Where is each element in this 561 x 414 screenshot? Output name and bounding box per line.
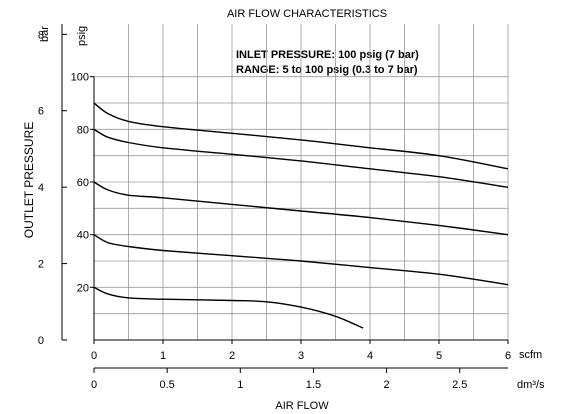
- series-line: [93, 128, 509, 188]
- chart-title: AIR FLOW CHARACTERISTICS: [227, 8, 387, 20]
- y-tick-label: 80: [77, 124, 89, 136]
- y-secondary-unit: bar: [39, 26, 51, 42]
- x-secondary-tick-label: 2: [384, 379, 390, 391]
- y-primary-unit: psig: [76, 26, 88, 46]
- y-secondary-tick-label: 8: [38, 29, 44, 41]
- y-tick-label: 40: [77, 230, 89, 242]
- annotation-inlet-pressure: INLET PRESSURE: 100 psig (7 bar): [236, 49, 419, 61]
- x-secondary-tick-label: 1.5: [306, 379, 321, 391]
- series-line: [93, 234, 509, 286]
- x-tick-label: 3: [298, 350, 304, 362]
- series-line: [93, 102, 509, 170]
- y-secondary-tick-label: 0: [38, 335, 44, 347]
- y-tick-label: 100: [71, 72, 89, 84]
- series-line: [93, 181, 509, 236]
- x-tick-label: 5: [436, 350, 442, 362]
- series-layer: [93, 102, 509, 329]
- x-axis-label: AIR FLOW: [275, 400, 329, 412]
- y-secondary-tick-label: 4: [38, 182, 44, 194]
- y-secondary-tick-label: 2: [38, 259, 44, 271]
- x-tick-label: 0: [91, 350, 97, 362]
- y-axis-label: OUTLET PRESSURE: [22, 122, 36, 238]
- grid-layer: [94, 24, 509, 340]
- series-line: [93, 286, 364, 329]
- x-tick-label: 4: [367, 350, 373, 362]
- annotation-range: RANGE: 5 to 100 psig (0.3 to 7 bar): [236, 64, 418, 76]
- y-secondary-tick-label: 6: [38, 106, 44, 118]
- y-tick-label: 60: [77, 177, 89, 189]
- x-secondary-tick-label: 1: [237, 379, 243, 391]
- x-secondary-unit: dm³/s: [517, 379, 545, 391]
- x-tick-label: 1: [160, 350, 166, 362]
- x-secondary-tick-label: 2.5: [452, 379, 467, 391]
- y-tick-label: 20: [77, 282, 89, 294]
- x-secondary-tick-label: 0: [91, 379, 97, 391]
- x-tick-label: 6: [505, 350, 511, 362]
- x-primary-unit: scfm: [519, 349, 542, 361]
- x-tick-label: 2: [229, 350, 235, 362]
- x-secondary-tick-label: 0.5: [159, 379, 174, 391]
